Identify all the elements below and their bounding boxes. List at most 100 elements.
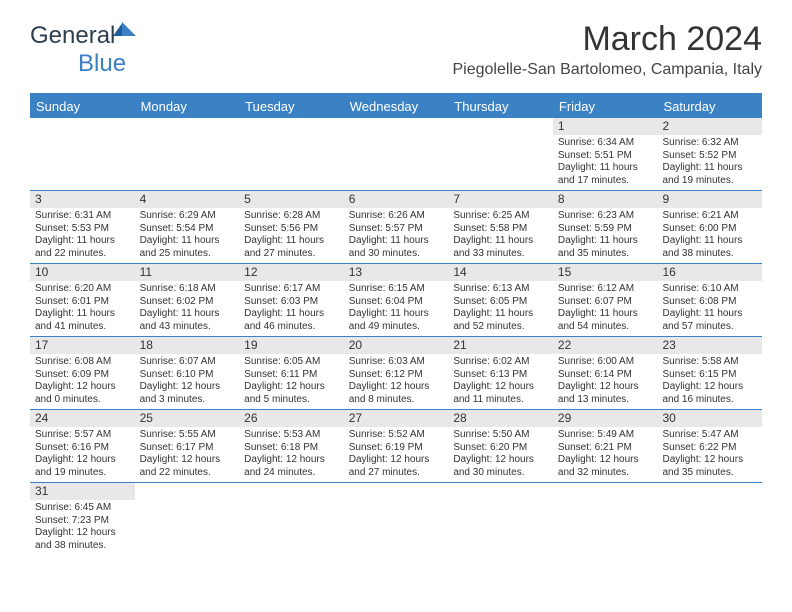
detail-sunrise: Sunrise: 6:00 AM — [558, 356, 653, 369]
day-cell — [553, 483, 658, 555]
detail-sunset: Sunset: 6:15 PM — [662, 369, 757, 382]
week-row: 24Sunrise: 5:57 AMSunset: 6:16 PMDayligh… — [30, 410, 762, 483]
day-number: 2 — [657, 118, 762, 135]
day-number: 6 — [344, 191, 449, 208]
day-details: Sunrise: 6:23 AMSunset: 5:59 PMDaylight:… — [553, 208, 658, 263]
detail-sunset: Sunset: 6:17 PM — [140, 442, 235, 455]
day-number: 31 — [30, 483, 135, 500]
day-details: Sunrise: 6:12 AMSunset: 6:07 PMDaylight:… — [553, 281, 658, 336]
detail-daylight2: and 49 minutes. — [349, 321, 444, 334]
detail-sunrise: Sunrise: 6:18 AM — [140, 283, 235, 296]
day-number: 4 — [135, 191, 240, 208]
day-details: Sunrise: 5:52 AMSunset: 6:19 PMDaylight:… — [344, 427, 449, 482]
detail-daylight1: Daylight: 12 hours — [35, 381, 130, 394]
day-header: Wednesday — [344, 95, 449, 118]
day-cell: 6Sunrise: 6:26 AMSunset: 5:57 PMDaylight… — [344, 191, 449, 263]
detail-daylight2: and 32 minutes. — [558, 467, 653, 480]
day-cell: 16Sunrise: 6:10 AMSunset: 6:08 PMDayligh… — [657, 264, 762, 336]
day-header: Monday — [135, 95, 240, 118]
detail-sunrise: Sunrise: 6:45 AM — [35, 502, 130, 515]
day-number: 19 — [239, 337, 344, 354]
detail-sunrise: Sunrise: 6:34 AM — [558, 137, 653, 150]
detail-sunset: Sunset: 6:22 PM — [662, 442, 757, 455]
day-cell: 22Sunrise: 6:00 AMSunset: 6:14 PMDayligh… — [553, 337, 658, 409]
detail-daylight2: and 30 minutes. — [349, 248, 444, 261]
detail-sunset: Sunset: 6:04 PM — [349, 296, 444, 309]
header: General Blue March 2024 Piegolelle-San B… — [0, 0, 792, 87]
day-header-row: SundayMondayTuesdayWednesdayThursdayFrid… — [30, 95, 762, 118]
detail-daylight1: Daylight: 12 hours — [244, 381, 339, 394]
detail-sunrise: Sunrise: 6:03 AM — [349, 356, 444, 369]
day-details: Sunrise: 5:53 AMSunset: 6:18 PMDaylight:… — [239, 427, 344, 482]
day-number: 30 — [657, 410, 762, 427]
detail-sunrise: Sunrise: 5:58 AM — [662, 356, 757, 369]
day-details: Sunrise: 6:31 AMSunset: 5:53 PMDaylight:… — [30, 208, 135, 263]
day-number — [448, 483, 553, 500]
day-details — [344, 500, 449, 505]
detail-daylight1: Daylight: 11 hours — [35, 235, 130, 248]
day-cell: 31Sunrise: 6:45 AMSunset: 7:23 PMDayligh… — [30, 483, 135, 555]
detail-sunrise: Sunrise: 6:07 AM — [140, 356, 235, 369]
detail-sunrise: Sunrise: 6:08 AM — [35, 356, 130, 369]
detail-daylight2: and 3 minutes. — [140, 394, 235, 407]
detail-daylight2: and 19 minutes. — [662, 175, 757, 188]
detail-daylight2: and 35 minutes. — [558, 248, 653, 261]
detail-sunset: Sunset: 6:11 PM — [244, 369, 339, 382]
day-cell — [448, 118, 553, 190]
day-number: 18 — [135, 337, 240, 354]
detail-sunrise: Sunrise: 5:57 AM — [35, 429, 130, 442]
day-cell: 10Sunrise: 6:20 AMSunset: 6:01 PMDayligh… — [30, 264, 135, 336]
detail-sunset: Sunset: 6:18 PM — [244, 442, 339, 455]
detail-sunrise: Sunrise: 6:15 AM — [349, 283, 444, 296]
detail-daylight1: Daylight: 11 hours — [558, 235, 653, 248]
detail-sunset: Sunset: 5:54 PM — [140, 223, 235, 236]
detail-sunset: Sunset: 6:21 PM — [558, 442, 653, 455]
detail-sunrise: Sunrise: 6:21 AM — [662, 210, 757, 223]
detail-sunrise: Sunrise: 6:25 AM — [453, 210, 548, 223]
day-details: Sunrise: 6:15 AMSunset: 6:04 PMDaylight:… — [344, 281, 449, 336]
detail-daylight1: Daylight: 11 hours — [558, 162, 653, 175]
detail-sunset: Sunset: 5:52 PM — [662, 150, 757, 163]
day-details: Sunrise: 6:03 AMSunset: 6:12 PMDaylight:… — [344, 354, 449, 409]
day-header: Sunday — [30, 95, 135, 118]
detail-sunrise: Sunrise: 6:05 AM — [244, 356, 339, 369]
day-cell — [657, 483, 762, 555]
detail-sunrise: Sunrise: 6:28 AM — [244, 210, 339, 223]
day-cell: 1Sunrise: 6:34 AMSunset: 5:51 PMDaylight… — [553, 118, 658, 190]
day-number: 15 — [553, 264, 658, 281]
detail-daylight1: Daylight: 11 hours — [244, 308, 339, 321]
day-cell: 2Sunrise: 6:32 AMSunset: 5:52 PMDaylight… — [657, 118, 762, 190]
detail-daylight2: and 57 minutes. — [662, 321, 757, 334]
day-cell: 29Sunrise: 5:49 AMSunset: 6:21 PMDayligh… — [553, 410, 658, 482]
week-row: 1Sunrise: 6:34 AMSunset: 5:51 PMDaylight… — [30, 118, 762, 191]
detail-sunrise: Sunrise: 5:52 AM — [349, 429, 444, 442]
day-details: Sunrise: 5:58 AMSunset: 6:15 PMDaylight:… — [657, 354, 762, 409]
detail-sunset: Sunset: 5:59 PM — [558, 223, 653, 236]
detail-daylight1: Daylight: 11 hours — [453, 308, 548, 321]
detail-sunset: Sunset: 6:07 PM — [558, 296, 653, 309]
day-cell: 18Sunrise: 6:07 AMSunset: 6:10 PMDayligh… — [135, 337, 240, 409]
detail-daylight2: and 27 minutes. — [349, 467, 444, 480]
detail-sunrise: Sunrise: 5:53 AM — [244, 429, 339, 442]
detail-daylight2: and 22 minutes. — [35, 248, 130, 261]
day-cell — [135, 118, 240, 190]
detail-sunset: Sunset: 6:10 PM — [140, 369, 235, 382]
day-number: 5 — [239, 191, 344, 208]
detail-daylight2: and 5 minutes. — [244, 394, 339, 407]
day-number: 29 — [553, 410, 658, 427]
detail-daylight2: and 43 minutes. — [140, 321, 235, 334]
detail-sunset: Sunset: 5:53 PM — [35, 223, 130, 236]
logo: General Blue — [30, 22, 136, 78]
day-cell: 14Sunrise: 6:13 AMSunset: 6:05 PMDayligh… — [448, 264, 553, 336]
day-number: 23 — [657, 337, 762, 354]
day-number — [239, 118, 344, 135]
day-header: Friday — [553, 95, 658, 118]
day-details: Sunrise: 6:21 AMSunset: 6:00 PMDaylight:… — [657, 208, 762, 263]
day-cell: 13Sunrise: 6:15 AMSunset: 6:04 PMDayligh… — [344, 264, 449, 336]
day-cell: 7Sunrise: 6:25 AMSunset: 5:58 PMDaylight… — [448, 191, 553, 263]
detail-sunset: Sunset: 6:20 PM — [453, 442, 548, 455]
detail-daylight2: and 27 minutes. — [244, 248, 339, 261]
day-cell — [344, 118, 449, 190]
day-number — [344, 483, 449, 500]
day-cell — [448, 483, 553, 555]
